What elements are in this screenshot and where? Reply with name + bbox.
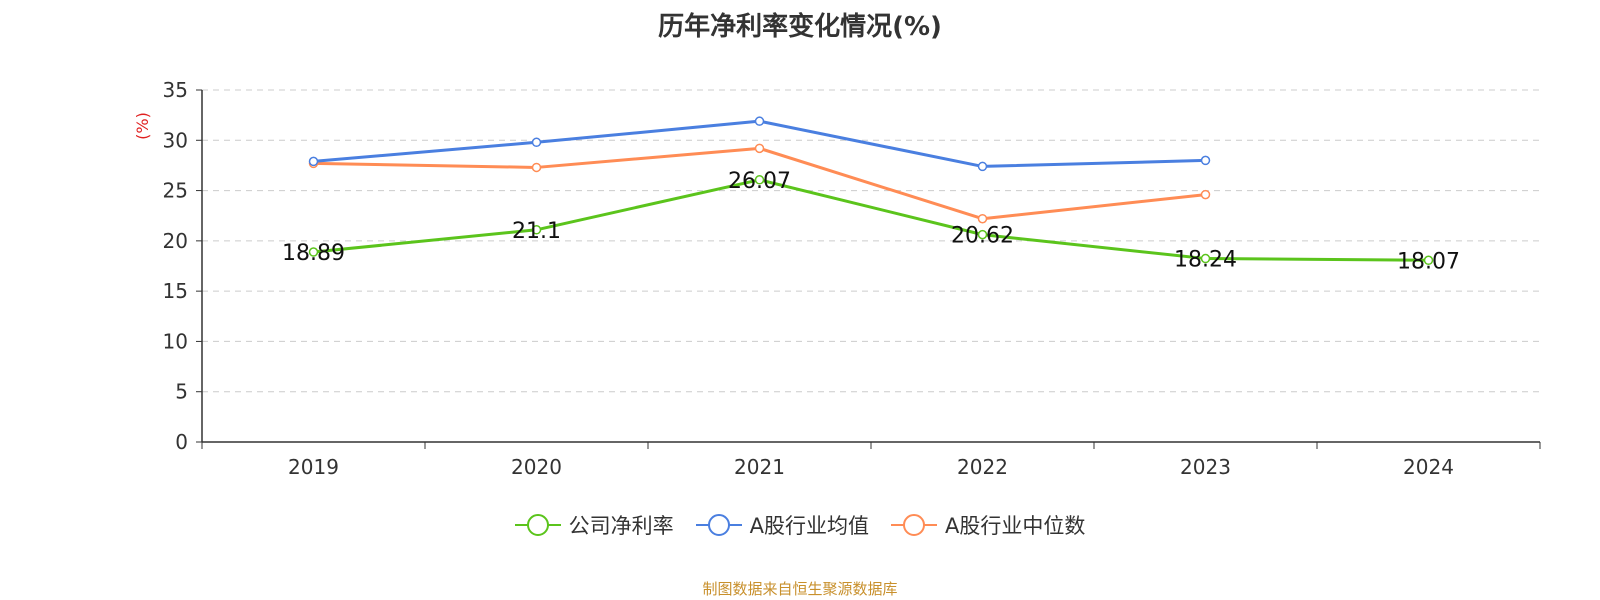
legend-marker-icon <box>695 513 742 537</box>
data-label: 21.1 <box>512 219 561 244</box>
y-tick-label: 35 <box>163 78 188 102</box>
y-tick-label: 25 <box>163 179 188 203</box>
data-point-2 <box>531 162 542 173</box>
y-axis-label: (%) <box>133 112 152 140</box>
data-point-1 <box>977 161 988 172</box>
y-tick-label: 15 <box>163 279 188 303</box>
data-point-0 <box>1200 253 1211 264</box>
data-label: 18.89 <box>282 241 345 266</box>
data-point-1 <box>1200 155 1211 166</box>
data-point-1 <box>308 156 319 167</box>
data-label: 18.07 <box>1397 249 1460 274</box>
data-point-2 <box>1200 189 1211 200</box>
x-tick-label: 2021 <box>734 455 785 479</box>
series-line-0 <box>313 178 1429 262</box>
data-point-0 <box>308 247 319 257</box>
data-point-0 <box>531 225 542 235</box>
data-label: 20.62 <box>951 224 1014 249</box>
y-tick-label: 30 <box>163 128 188 152</box>
data-point-0 <box>977 229 988 240</box>
data-point-2 <box>754 143 765 154</box>
data-point-1 <box>754 116 765 126</box>
source-note: 制图数据来自恒生聚源数据库 <box>702 580 898 598</box>
x-tick-label: 2024 <box>1403 455 1454 479</box>
legend-marker-icon <box>514 513 561 537</box>
data-point-1 <box>531 137 542 148</box>
y-tick-label: 10 <box>163 329 188 353</box>
legend-label: 公司净利率 <box>568 514 674 538</box>
legend-label: A股行业均值 <box>749 514 869 538</box>
x-tick-label: 2023 <box>1180 455 1231 479</box>
x-tick-label: 2020 <box>511 455 562 479</box>
legend-item: 公司净利率 <box>514 510 674 540</box>
legend-label: A股行业中位数 <box>945 514 1086 538</box>
legend-item: A股行业均值 <box>695 510 869 540</box>
data-label: 26.07 <box>728 169 791 194</box>
y-tick-label: 20 <box>163 229 188 253</box>
data-point-2 <box>977 213 988 224</box>
data-point-0 <box>1423 255 1434 266</box>
data-point-0 <box>754 175 765 185</box>
y-tick-label: 5 <box>175 380 188 404</box>
y-tick-label: 0 <box>175 430 188 454</box>
chart-title: 历年净利率变化情况(%) <box>658 12 942 42</box>
legend-marker-icon <box>891 513 937 537</box>
x-tick-label: 2022 <box>957 455 1008 479</box>
legend: 公司净利率 A股行业均值 A股行业中位数 <box>0 510 1600 540</box>
data-label: 18.24 <box>1174 248 1237 273</box>
x-tick-label: 2019 <box>288 455 339 479</box>
legend-item: A股行业中位数 <box>891 510 1085 540</box>
